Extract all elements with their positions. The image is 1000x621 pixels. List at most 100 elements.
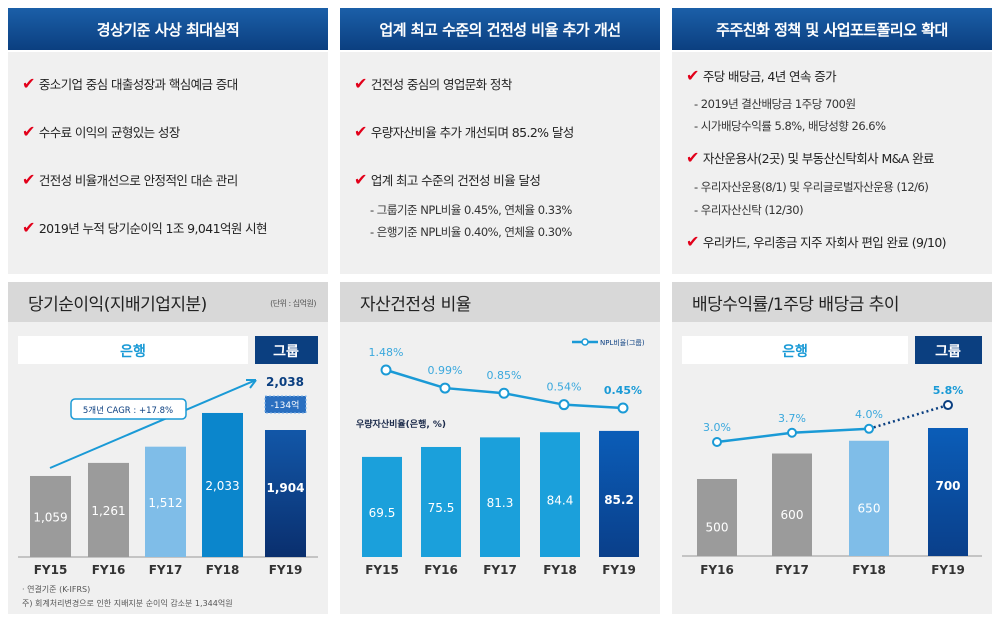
bar-FY19 [265, 430, 306, 557]
bar-FY15 [30, 475, 71, 557]
check-icon: ✔ [354, 170, 367, 189]
npl-value-label: 0.99% [428, 364, 463, 377]
bar-FY18 [202, 412, 243, 557]
bar-FY19 [928, 428, 968, 556]
bullet-item: ✔ 우리카드, 우리종금 지주 자회사 편입 완료 (9/10) [686, 232, 947, 251]
check-icon: ✔ [22, 218, 35, 237]
npl-value-label: 0.85% [487, 369, 522, 382]
bullet-item: ✔ 중소기업 중심 대출성장과 핵심예금 증대 [22, 74, 238, 93]
section-title: 당기순이익(지배기업지분) (단위 : 십억원) [8, 282, 328, 322]
legend-label: NPL비율(그룹) [600, 338, 645, 347]
x-tick-label: FY18 [206, 563, 240, 577]
bullet-text: 우량자산비율 추가 개선되며 85.2% 달성 [370, 125, 574, 140]
npl-point [498, 387, 510, 399]
net-income-chart: 은행 그룹 1,059 FY15 1,261 FY16 1,512 FY17 2,033 FY18… [8, 322, 328, 614]
bar-value-label: 1,904 [267, 481, 305, 495]
net-income-svg: 은행 그룹 1,059 FY15 1,261 FY16 1,512 FY17 2,033 FY18… [18, 336, 318, 577]
bar-value-label: 85.2 [604, 493, 634, 507]
npl-value-label: 1.48% [369, 346, 404, 359]
x-tick-label: FY18 [543, 563, 577, 577]
bullet-item: ✔ 2019년 누적 당기순이익 1조 9,041억원 시현 [22, 218, 268, 237]
yield-point [787, 427, 797, 438]
x-tick-label: FY15 [365, 563, 399, 577]
bullet-list: ✔ 건전성 중심의 영업문화 정착 ✔ 우량자산비율 추가 개선되며 85.2% 달… [340, 52, 660, 274]
x-tick-label: FY17 [775, 563, 809, 577]
adjustment-label: -134억 [271, 399, 300, 411]
arrow-head-icon [246, 379, 257, 389]
bar-value-label: 69.5 [369, 506, 396, 520]
bullet-item: ✔ 건전성 비율개선으로 안정적인 대손 관리 [22, 170, 238, 189]
cagr-box [70, 398, 187, 420]
bullet-text: 우리카드, 우리종금 지주 자회사 편입 완료 (9/10) [702, 235, 947, 250]
dividend-chart: 은행 그룹 500 FY16 600 FY17 650 FY18 700 FY19 3.0% 3.7%… [672, 322, 992, 614]
bar-FY17 [772, 453, 812, 556]
panel-asset-quality: 업계 최고 수준의 건전성 비율 추가 개선 ✔ 건전성 중심의 영업문화 정착 … [340, 8, 660, 614]
bar-value-label: 1,059 [33, 510, 67, 524]
yield-value-label: 3.7% [778, 412, 806, 425]
total-label: 2,038 [266, 375, 304, 389]
bar-FY16 [697, 479, 737, 556]
yield-point [864, 423, 874, 434]
x-tick-label: FY15 [34, 563, 68, 577]
bullet-text: 건전성 중심의 영업문화 정착 [370, 77, 513, 92]
dividend-svg: 은행 그룹 500 FY16 600 FY17 650 FY18 700 FY19 3.0% 3.7%… [682, 336, 982, 577]
check-icon: ✔ [22, 122, 35, 141]
yield-point [712, 437, 722, 447]
section-label: 자산건전성 비율 [360, 294, 471, 315]
check-icon: ✔ [354, 74, 367, 93]
x-tick-label: FY16 [92, 563, 126, 577]
npl-point [439, 382, 451, 394]
section-label: 당기순이익(지배기업지분) [28, 294, 207, 315]
asset-quality-chart: NPL비율(그룹) 우량자산비율(은행, %) 69.5 FY15 75.5 FY16 81… [340, 322, 660, 614]
tab-group [915, 336, 982, 364]
panel-title: 경상기준 사상 최대실적 [8, 8, 328, 50]
tab-bank-label: 은행 [120, 344, 146, 360]
yield-point [943, 400, 953, 411]
bar-FY16 [421, 446, 461, 557]
bullet-item: ✔ 업계 최고 수준의 건전성 비율 달성 [354, 170, 541, 189]
bar-value-label: 84.4 [547, 494, 574, 508]
bar-FY15 [362, 456, 402, 557]
bar-value-label: 600 [781, 508, 804, 522]
bar-value-label: 81.3 [487, 496, 514, 510]
bar-FY17 [145, 446, 186, 557]
bar-FY19 [599, 430, 639, 557]
panel-title: 업계 최고 수준의 건전성 비율 추가 개선 [340, 8, 660, 50]
section-label: 배당수익률/1주당 배당금 추이 [692, 294, 900, 315]
sub-item: - 그룹기준 NPL비율 0.45%, 연체율 0.33% [370, 203, 572, 217]
npl-point [617, 402, 629, 414]
check-icon: ✔ [22, 74, 35, 93]
x-tick-label: FY16 [700, 563, 734, 577]
x-tick-label: FY18 [852, 563, 886, 577]
cagr-arrow [49, 379, 257, 469]
sub-item: - 2019년 결산배당금 1주당 700원 [694, 97, 856, 111]
sub-item: - 우리자산운용(8/1) 및 우리글로벌자산운용 (12/6) [694, 180, 929, 194]
yield-value-label: 5.8% [933, 384, 964, 397]
bar-value-label: 500 [706, 521, 729, 535]
x-tick-label: FY17 [483, 563, 517, 577]
bullet-list: ✔ 중소기업 중심 대출성장과 핵심예금 증대 ✔ 수수료 이익의 균형있는 성장 … [8, 52, 328, 274]
x-tick-label: FY19 [269, 563, 303, 577]
check-icon: ✔ [686, 232, 699, 251]
bar-value-label: 1,261 [91, 504, 125, 518]
bullet-item: ✔ 우량자산비율 추가 개선되며 85.2% 달성 [354, 122, 574, 141]
npl-point [558, 399, 570, 411]
yield-value-label: 3.0% [703, 421, 731, 434]
check-icon: ✔ [686, 148, 699, 167]
tab-group-label: 그룹 [935, 344, 961, 360]
x-tick-label: FY19 [602, 563, 636, 577]
cagr-label: 5개년 CAGR : +17.8% [83, 405, 173, 416]
tab-bank [682, 336, 908, 364]
panel-earnings: 경상기준 사상 최대실적 ✔ 중소기업 중심 대출성장과 핵심예금 증대 ✔ 수수료… [8, 8, 328, 614]
bar-value-label: 700 [935, 479, 960, 493]
yield-line-dotted [868, 403, 949, 430]
bullet-text: 2019년 누적 당기순이익 1조 9,041억원 시현 [38, 221, 268, 236]
tab-bank-label: 은행 [782, 344, 808, 360]
bar-series-label: 우량자산비율(은행, %) [356, 418, 446, 430]
check-icon: ✔ [22, 170, 35, 189]
bullet-list: ✔ 주당 배당금, 4년 연속 증가 - 2019년 결산배당금 1주당 700원… [672, 52, 992, 274]
panel-title: 주주친화 정책 및 사업포트폴리오 확대 [672, 8, 992, 50]
bullet-item: ✔ 자산운용사(2곳) 및 부동산신탁회사 M&A 완료 [686, 148, 935, 167]
panel-dividend: 주주친화 정책 및 사업포트폴리오 확대 ✔ 주당 배당금, 4년 연속 증가 -… [672, 8, 992, 614]
x-tick-label: FY17 [149, 563, 183, 577]
